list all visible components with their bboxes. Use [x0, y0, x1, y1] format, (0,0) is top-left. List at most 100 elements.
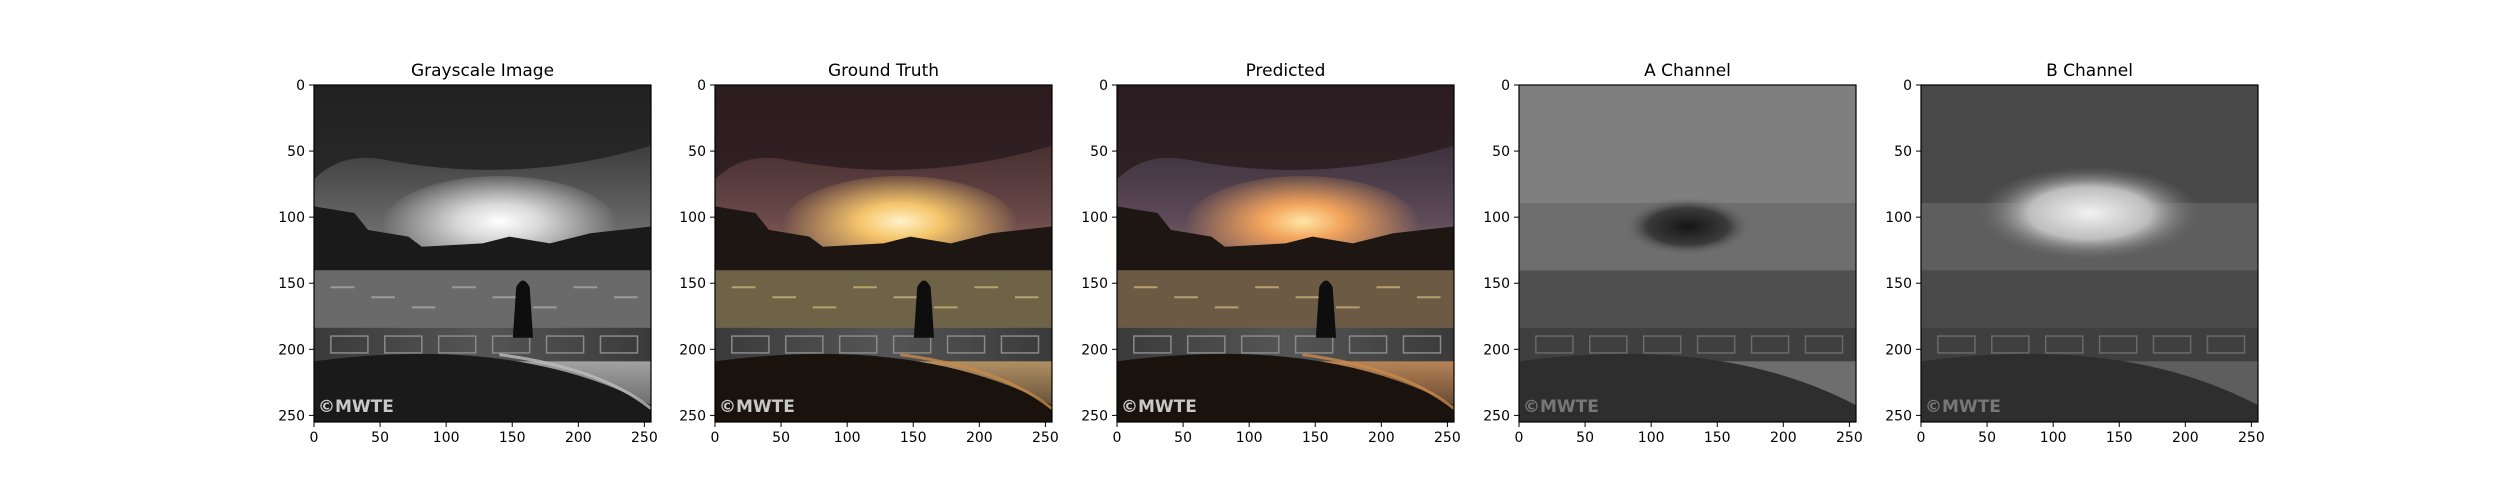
railing-lattice: [437, 335, 477, 354]
railing-lattice: [1187, 335, 1226, 354]
y-tick-label: 200: [1885, 342, 1912, 358]
subplot-5: ©MWTE B Channel 0 50 100 150 200 250 0 50 100 150 20…: [1885, 61, 2264, 446]
y-tick-label: 250: [278, 408, 305, 424]
x-tick-label: 50: [1174, 430, 1192, 446]
channel-railing-lattice: [1642, 335, 1682, 354]
y-tick-label: 100: [1885, 210, 1912, 226]
channel-car-roof: [1519, 353, 1856, 422]
x-tick-label: 100: [834, 430, 861, 446]
railing-lattice: [892, 335, 932, 354]
subplot-title: B Channel: [2046, 61, 2133, 81]
x-tick-label: 50: [772, 430, 790, 446]
channel-dark-blob: [1620, 196, 1755, 257]
cloud-band: [1117, 85, 1454, 180]
x-tick-label: 200: [2172, 430, 2199, 446]
channel-car-roof: [1921, 353, 2258, 422]
axes-frame: [714, 84, 1053, 423]
railing-lattice: [1240, 335, 1280, 354]
watermark-text: ©MWTE: [318, 397, 394, 417]
x-tick-label: 200: [966, 430, 993, 446]
x-tick-label: 0: [711, 430, 720, 446]
river-water: [715, 270, 1052, 328]
channel-railing-lattice: [1535, 335, 1574, 354]
railing-lattice: [946, 335, 986, 354]
watermark-text: ©MWTE: [1925, 397, 2001, 417]
river-water: [1117, 270, 1454, 328]
x-tick-label: 50: [1978, 430, 1996, 446]
car-highlight: [900, 353, 1052, 410]
channel-railing-lattice: [1696, 335, 1736, 354]
y-tick-label: 50: [1894, 144, 1912, 160]
y-tick-label: 200: [679, 342, 706, 358]
x-tick-label: 200: [1770, 430, 1797, 446]
subplot-4: ©MWTE A Channel 0 50 100 150 200 250 0 50 100 150 20…: [1483, 61, 1862, 446]
car-roof: [1117, 353, 1454, 422]
x-tick-label: 250: [1434, 430, 1461, 446]
x-tick-label: 0: [1113, 430, 1122, 446]
image-grayscale-london-sunset: ©MWTE: [314, 85, 651, 422]
x-tick-label: 50: [371, 430, 389, 446]
river-water: [314, 270, 651, 328]
channel-railing-lattice: [2206, 335, 2246, 354]
x-tick-label: 250: [1836, 430, 1863, 446]
y-tick-label: 150: [1483, 276, 1510, 292]
y-tick-label: 150: [278, 276, 305, 292]
y-tick-label: 250: [1483, 408, 1510, 424]
x-tick-label: 150: [1302, 430, 1329, 446]
person-silhouette: [913, 280, 935, 338]
railing-lattice: [731, 335, 770, 354]
car-roof: [314, 353, 651, 422]
image-a-channel-map: ©MWTE: [1519, 85, 1856, 422]
railing-lattice: [1000, 335, 1040, 354]
person-silhouette: [512, 280, 534, 338]
channel-railing-lattice: [1937, 335, 1976, 354]
watermark-text: ©MWTE: [1523, 397, 1599, 417]
channel-upper-band: [1519, 85, 1856, 203]
x-tick-label: 200: [565, 430, 592, 446]
y-tick-label: 100: [679, 210, 706, 226]
y-tick-label: 150: [679, 276, 706, 292]
railing-lattice: [384, 335, 423, 354]
cloud-band: [314, 85, 651, 180]
axes-frame: [1920, 84, 2259, 423]
channel-railing-lattice: [1750, 335, 1790, 354]
city-skyline: [715, 206, 1052, 271]
channel-water: [1519, 270, 1856, 328]
railing-lattice: [1348, 335, 1388, 354]
x-tick-label: 200: [1368, 430, 1395, 446]
y-tick-label: 200: [278, 342, 305, 358]
x-tick-label: 250: [631, 430, 658, 446]
x-tick-label: 100: [1236, 430, 1263, 446]
x-tick-label: 150: [499, 430, 526, 446]
image-predicted-london-sunset: ©MWTE: [1117, 85, 1454, 422]
x-tick-label: 0: [1917, 430, 1926, 446]
railing-lattice: [838, 335, 878, 354]
subplot-title: Grayscale Image: [411, 61, 554, 81]
y-tick-label: 50: [1090, 144, 1108, 160]
axes-frame: [313, 84, 652, 423]
x-tick-label: 250: [1032, 430, 1059, 446]
cloud-band: [715, 85, 1052, 180]
y-tick-label: 200: [1483, 342, 1510, 358]
watermark-text: ©MWTE: [1121, 397, 1197, 417]
x-tick-label: 0: [310, 430, 319, 446]
y-tick-label: 50: [1492, 144, 1510, 160]
y-tick-label: 250: [679, 408, 706, 424]
subplot-title: Predicted: [1246, 61, 1326, 81]
axes-frame: [1518, 84, 1857, 423]
y-tick-label: 100: [278, 210, 305, 226]
y-tick-label: 200: [1081, 342, 1108, 358]
city-skyline: [314, 206, 651, 271]
railing-lattice: [545, 335, 585, 354]
y-tick-label: 150: [1885, 276, 1912, 292]
watermark-text: ©MWTE: [719, 397, 795, 417]
y-tick-label: 0: [1501, 78, 1510, 94]
image-b-channel-map: ©MWTE: [1921, 85, 2258, 422]
image-ground-truth-london-sunset: ©MWTE: [715, 85, 1052, 422]
channel-railing-lattice: [2152, 335, 2192, 354]
y-tick-label: 50: [688, 144, 706, 160]
car-highlight: [499, 353, 651, 410]
x-tick-label: 150: [900, 430, 927, 446]
x-tick-label: 150: [1704, 430, 1731, 446]
